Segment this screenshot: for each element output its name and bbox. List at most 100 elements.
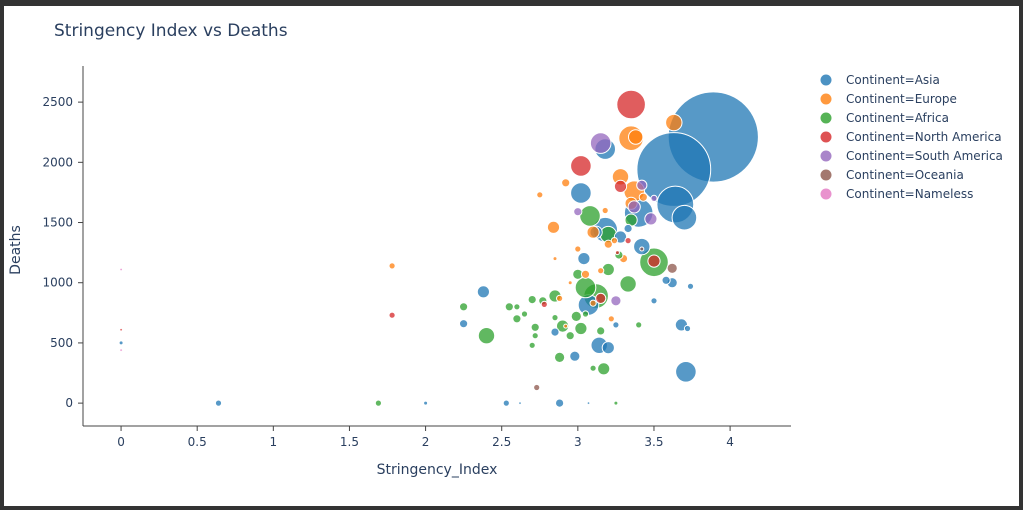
x-tick-label: 3	[574, 435, 582, 449]
legend-label: Continent=South America	[846, 149, 1003, 163]
data-point	[554, 351, 566, 363]
data-point	[551, 314, 559, 322]
data-point	[624, 237, 632, 245]
legend-label: Continent=Oceania	[846, 168, 964, 182]
y-tick-label: 500	[50, 336, 73, 350]
y-tick-label: 0	[65, 396, 73, 410]
scatter-chart: Stringency Index vs Deaths 0 0.5 1 1.5 2 2.5 3…	[8, 21, 1003, 478]
data-point	[530, 322, 540, 332]
data-point	[574, 321, 588, 336]
data-point	[533, 383, 541, 392]
chart-frame: Stringency Index vs Deaths 0 0.5 1 1.5 2 2.5 3…	[4, 6, 1019, 506]
data-point	[612, 321, 620, 329]
data-point	[589, 299, 597, 307]
data-point	[573, 207, 583, 217]
legend-marker	[820, 112, 832, 124]
data-point	[628, 129, 644, 145]
data-point	[607, 315, 615, 323]
data-point	[635, 321, 643, 329]
legend: Continent=Asia Continent=Europe Continent=…	[820, 73, 1003, 201]
data-point	[644, 212, 658, 226]
data-point	[596, 326, 606, 336]
data-point	[623, 223, 633, 234]
data-point	[565, 331, 575, 341]
data-point	[570, 182, 592, 204]
data-point	[581, 310, 590, 318]
data-point	[683, 324, 692, 333]
data-point	[589, 364, 597, 372]
data-point	[569, 350, 581, 362]
data-point	[675, 361, 697, 383]
data-point	[556, 294, 564, 302]
data-point	[661, 275, 671, 285]
data-point	[647, 254, 661, 268]
data-point	[587, 401, 590, 405]
x-tick-label: 0.5	[188, 435, 207, 449]
data-point	[589, 132, 612, 154]
axes: 0 0.5 1 1.5 2 2.5 3 3.5 4 0 500 1000 1500 2000 2500	[42, 66, 791, 449]
data-point	[561, 178, 571, 188]
data-point	[528, 341, 536, 349]
data-point	[666, 262, 678, 274]
data-point	[502, 399, 510, 407]
data-point	[388, 311, 396, 319]
x-tick-label: 0	[117, 435, 125, 449]
data-point	[119, 348, 123, 352]
data-point	[477, 327, 496, 345]
data-point	[610, 237, 619, 245]
x-axis-title: Stringency_Index	[377, 462, 498, 478]
data-point	[119, 328, 123, 331]
legend-label: Continent=Nameless	[846, 187, 973, 201]
data-points	[118, 89, 759, 408]
data-point	[423, 400, 429, 406]
data-point	[388, 262, 396, 270]
data-point	[601, 206, 609, 215]
data-point	[214, 399, 223, 407]
legend-marker	[820, 169, 832, 181]
y-tick-label: 1500	[42, 216, 73, 230]
data-point	[586, 225, 600, 239]
data-point	[476, 285, 490, 299]
legend-marker	[820, 150, 832, 162]
data-point	[639, 246, 645, 252]
x-tick-label: 1.5	[340, 435, 359, 449]
legend-marker	[820, 93, 832, 105]
chart-title: Stringency Index vs Deaths	[54, 21, 288, 41]
data-point	[567, 280, 573, 286]
x-tick-label: 2	[422, 435, 430, 449]
data-point	[597, 362, 611, 376]
data-point	[570, 155, 592, 177]
legend-label: Continent=Europe	[846, 92, 957, 106]
data-point	[536, 191, 544, 199]
data-point	[546, 220, 561, 234]
data-point	[527, 295, 537, 305]
y-tick-label: 2500	[42, 95, 73, 109]
data-point	[512, 314, 522, 324]
data-point	[601, 341, 615, 355]
data-point	[459, 302, 469, 312]
legend-marker	[820, 131, 832, 143]
data-point	[636, 179, 648, 191]
data-point	[577, 252, 591, 266]
data-point	[580, 269, 591, 279]
data-point	[616, 89, 646, 120]
data-point	[531, 332, 539, 340]
legend-label: Continent=Asia	[846, 73, 940, 87]
data-point	[638, 192, 648, 202]
data-point	[574, 245, 582, 253]
data-point	[513, 303, 521, 311]
data-point	[627, 200, 641, 214]
data-point	[619, 275, 637, 293]
data-point	[504, 302, 514, 312]
x-tick-label: 1	[270, 435, 278, 449]
x-tick-label: 4	[726, 435, 734, 449]
data-point	[686, 282, 695, 290]
data-point	[550, 327, 560, 337]
y-tick-label: 2000	[42, 155, 73, 169]
data-point	[665, 113, 683, 132]
data-point	[650, 194, 658, 202]
data-point	[570, 310, 582, 322]
data-point	[459, 319, 469, 329]
data-point	[520, 310, 529, 318]
legend-marker	[820, 188, 832, 200]
